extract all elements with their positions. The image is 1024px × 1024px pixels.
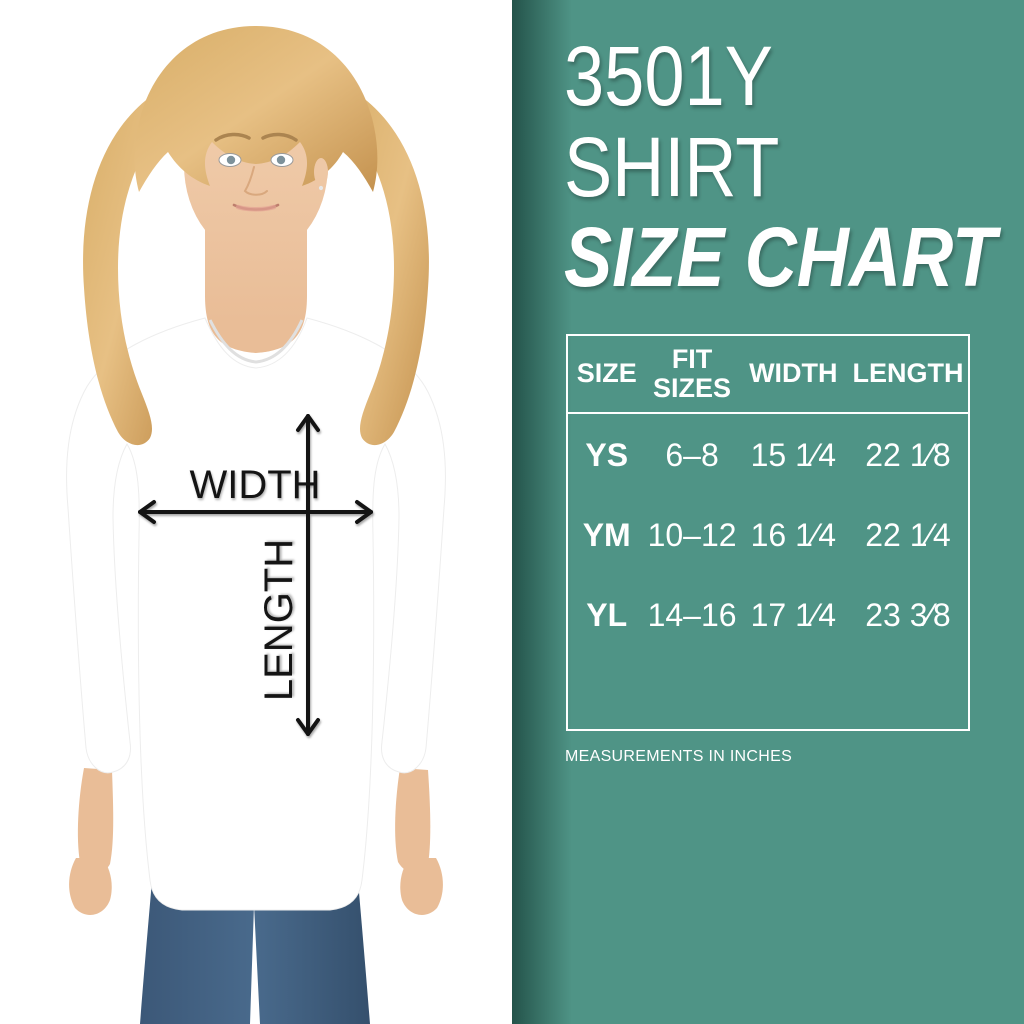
svg-text:WIDTH: WIDTH bbox=[189, 463, 320, 507]
svg-text:LENGTH: LENGTH bbox=[257, 539, 301, 701]
